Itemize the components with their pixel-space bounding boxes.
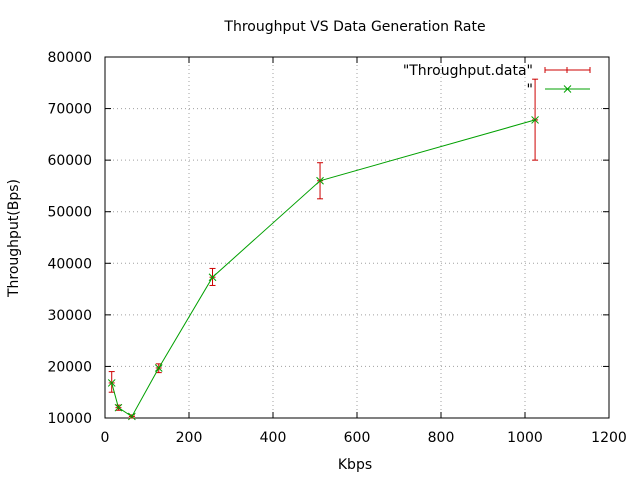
y-tick-label: 10000 — [47, 411, 92, 427]
x-tick-label: 400 — [260, 430, 287, 446]
data-point — [154, 364, 163, 372]
y-tick-label: 40000 — [47, 256, 92, 272]
y-tick-label: 80000 — [47, 50, 92, 66]
y-tick-label: 60000 — [47, 153, 92, 169]
data-point — [316, 176, 324, 185]
x-axis-title: Kbps — [338, 457, 372, 473]
legend-sample — [545, 85, 590, 93]
y-axis-title: Throughput(Bps) — [6, 179, 22, 298]
y-tick-label: 70000 — [47, 102, 92, 118]
data-point — [107, 379, 116, 387]
grid-lines — [105, 57, 609, 418]
x-axis: 0 200 400 600 800 1000 1200 — [101, 57, 627, 446]
chart-title: Throughput VS Data Generation Rate — [223, 19, 485, 35]
x-tick-label: 600 — [344, 430, 371, 446]
y-tick-label: 50000 — [47, 205, 92, 221]
data-point — [128, 412, 136, 421]
legend-label: "Throughput.data" — [403, 63, 533, 79]
data-point — [531, 116, 539, 124]
series-layer — [107, 78, 539, 421]
x-tick-label: 800 — [428, 430, 455, 446]
x-tick-label: 1000 — [507, 430, 543, 446]
x-tick-label: 200 — [176, 430, 203, 446]
series-polyline — [111, 119, 536, 418]
x-tick-label: 0 — [101, 430, 110, 446]
y-tick-label: 20000 — [47, 359, 92, 375]
y-tick-label: 30000 — [47, 308, 92, 324]
x-tick-label: 1200 — [591, 430, 627, 446]
y-axis: 10000 20000 30000 40000 50000 60000 70000 80000 — [47, 50, 609, 427]
legend-sample — [544, 67, 591, 73]
legend: "Throughput.data" " — [403, 63, 591, 98]
data-point — [114, 403, 123, 412]
legend-label: " — [527, 82, 533, 98]
data-point — [208, 273, 217, 282]
series-errorbars — [108, 78, 539, 419]
series-line — [107, 116, 539, 421]
